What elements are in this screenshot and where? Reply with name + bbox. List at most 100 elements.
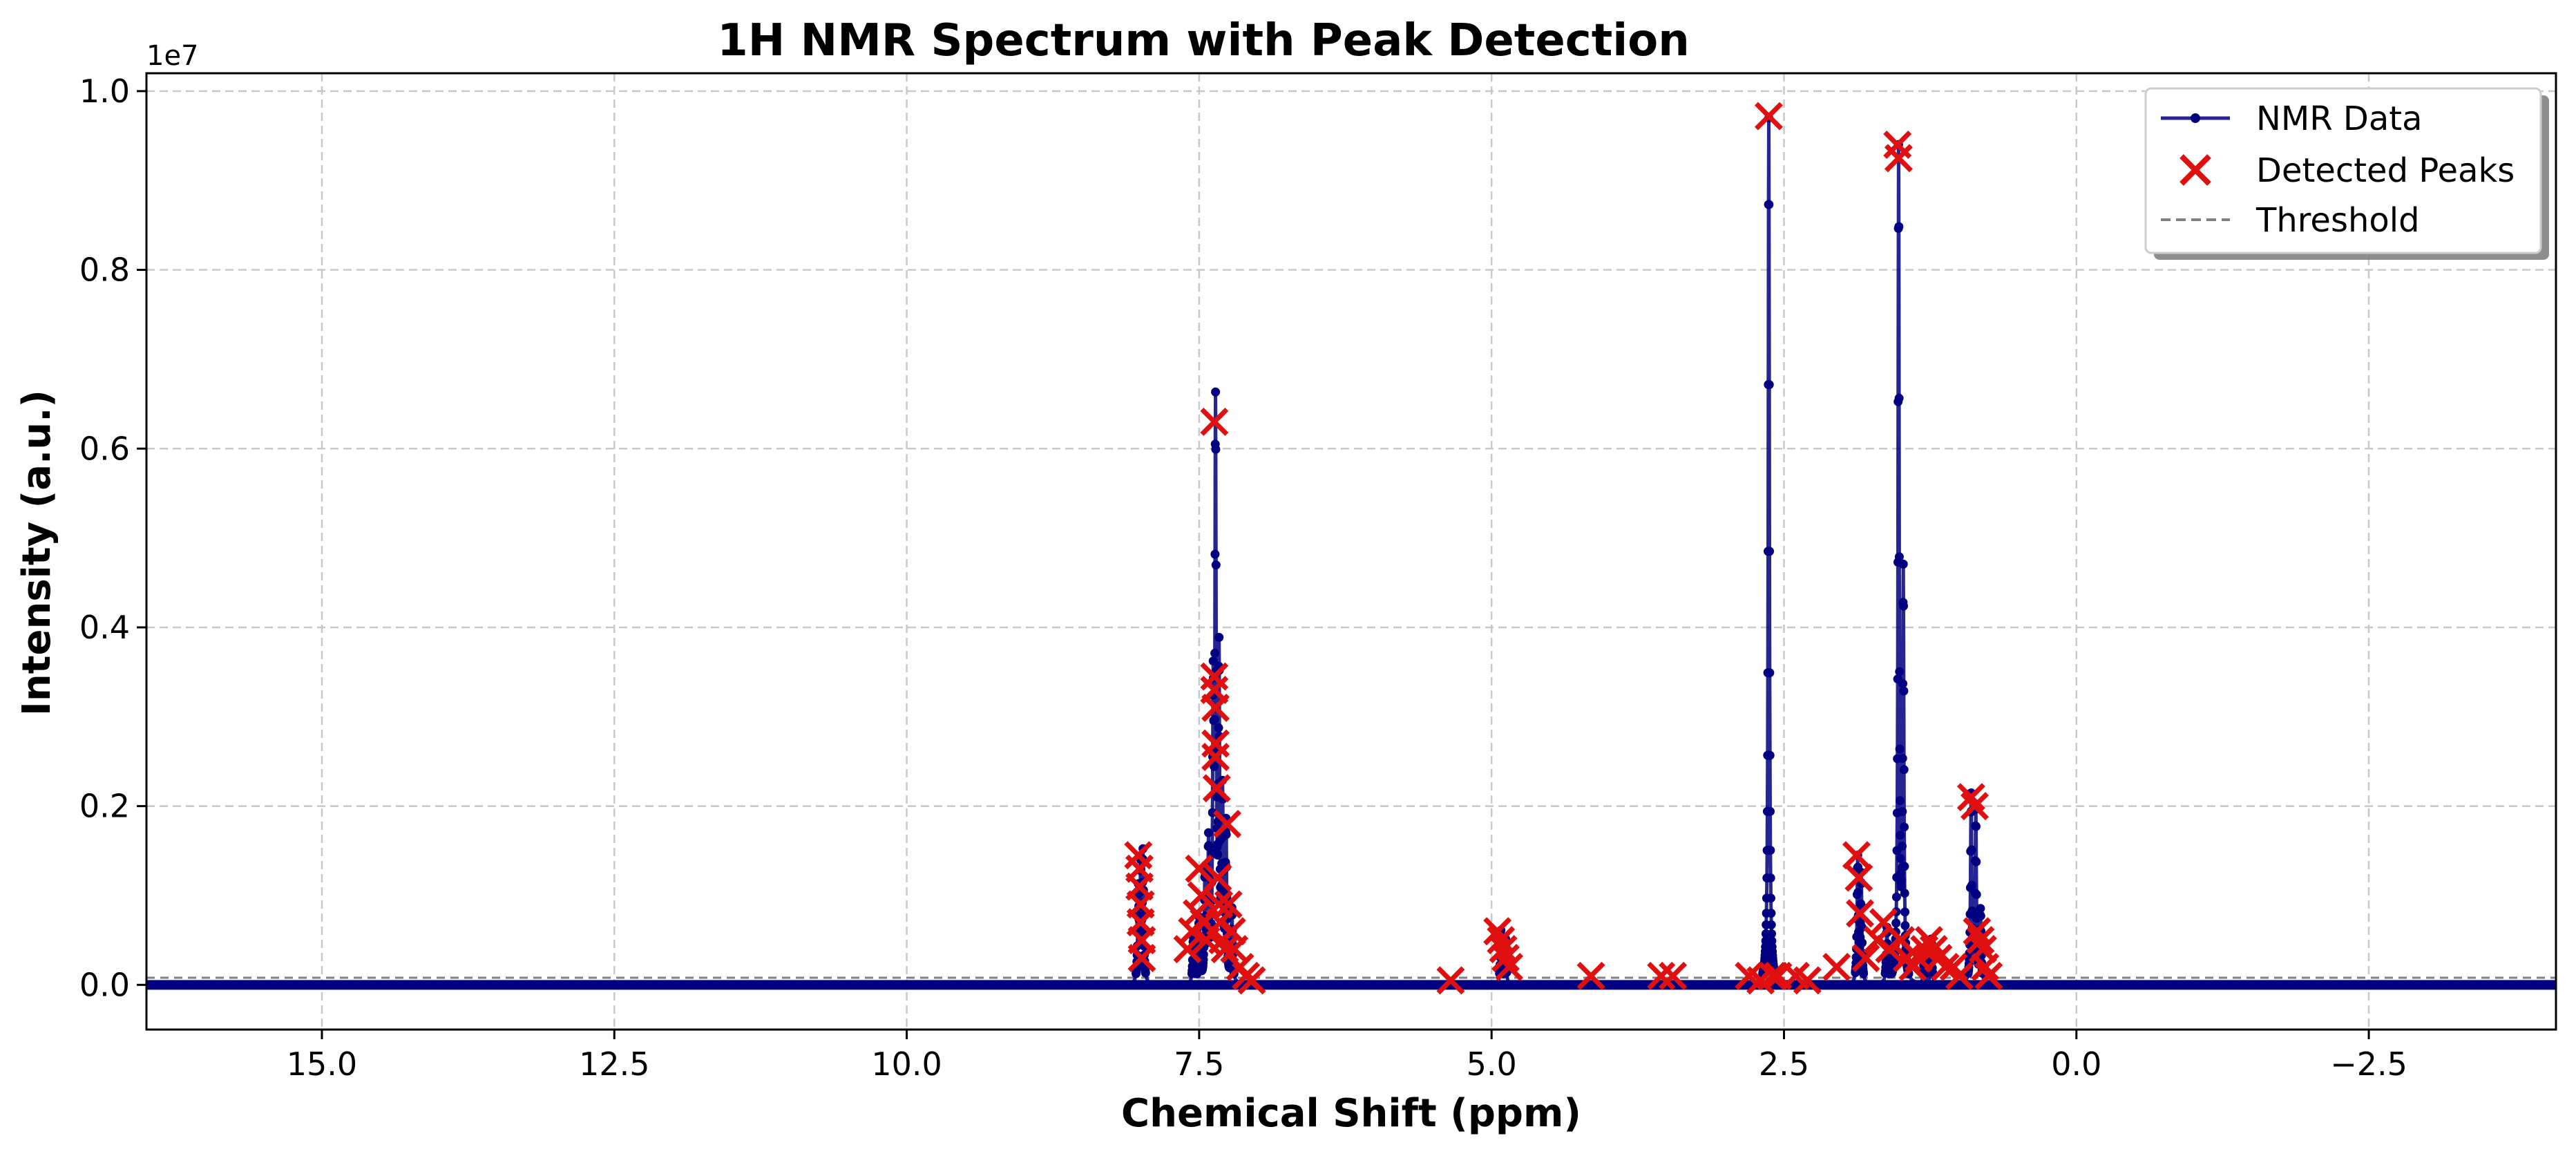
legend-label-detected-peaks: Detected Peaks xyxy=(2256,151,2515,190)
plot-frame xyxy=(145,72,2557,1031)
data-point xyxy=(1211,444,1221,454)
chart-title: 1H NMR Spectrum with Peak Detection xyxy=(717,15,1690,66)
data-point xyxy=(1764,200,1774,209)
data-point xyxy=(1214,723,1223,732)
data-point xyxy=(1210,714,1219,724)
data-point xyxy=(1899,601,1908,611)
detected-peak-marker xyxy=(1127,944,1156,972)
detected-peak-marker xyxy=(1202,774,1231,803)
data-point xyxy=(1898,559,1908,569)
detected-peak-marker xyxy=(1213,810,1241,838)
legend-item-nmr-data: NMR Data xyxy=(2161,100,2423,138)
data-point xyxy=(1221,830,1231,840)
data-point xyxy=(1211,387,1221,397)
detected-peak-marker xyxy=(1754,102,1783,131)
detected-peak-marker xyxy=(1200,407,1229,436)
data-point xyxy=(1898,754,1907,763)
data-point xyxy=(1896,796,1905,806)
data-point xyxy=(1853,887,1863,897)
data-point xyxy=(1898,679,1907,688)
data-point xyxy=(1897,875,1907,885)
data-point xyxy=(1766,806,1775,816)
detected-peak-marker xyxy=(1491,944,1520,972)
data-point xyxy=(1898,842,1907,851)
detected-peak-marker xyxy=(1647,961,1676,990)
data-point xyxy=(1210,761,1219,771)
data-point xyxy=(1896,853,1905,863)
detected-peak-marker xyxy=(1214,890,1243,919)
y-axis-label: Intensity (a.u.) xyxy=(15,390,59,716)
detected-peak-marker xyxy=(1185,854,1214,883)
y-tick-label: 0.4 xyxy=(79,609,130,646)
legend-item-detected-peaks: Detected Peaks xyxy=(2179,151,2515,190)
data-point xyxy=(1141,968,1150,978)
detected-peak-marker xyxy=(1966,926,1995,955)
x-tick-label: 12.5 xyxy=(579,1045,649,1083)
data-point xyxy=(1976,904,1985,913)
data-point xyxy=(1900,889,1909,898)
x-tick-label: 0.0 xyxy=(2051,1045,2101,1083)
data-point xyxy=(1199,949,1208,959)
data-point xyxy=(1900,862,1909,871)
detected-peak-marker xyxy=(1974,961,2003,990)
data-point xyxy=(1214,632,1224,642)
x-tick-label: 10.0 xyxy=(871,1045,942,1083)
data-point xyxy=(1204,841,1214,851)
legend-box xyxy=(2144,87,2542,254)
data-point xyxy=(1967,880,1976,890)
detected-peak-marker xyxy=(1495,952,1524,981)
detected-peak-marker xyxy=(1436,966,1465,995)
detected-peak-marker xyxy=(1483,917,1512,946)
data-point xyxy=(1900,921,1910,930)
data-point xyxy=(1859,969,1869,978)
data-point xyxy=(1765,668,1775,678)
axes-layer: 15.0 12.5 10.0 7.5 5.0 2.5 0.0 −2.5 0.0 0.2 0.4 0.6… xyxy=(79,72,2557,1083)
data-point xyxy=(1900,822,1909,832)
data-point xyxy=(1896,831,1905,840)
detected-peak-marker xyxy=(1793,966,1822,995)
legend: NMR Data Detected Peaks Threshold xyxy=(2144,87,2549,260)
detected-peak-marker xyxy=(1201,743,1230,771)
detected-peak-marker xyxy=(1659,961,1688,990)
data-point xyxy=(1891,918,1901,928)
data-point xyxy=(1766,909,1776,918)
data-point xyxy=(1210,549,1220,559)
detected-peak-marker xyxy=(1489,935,1518,964)
detected-peak-marker xyxy=(1851,944,1880,972)
data-point xyxy=(1898,807,1907,816)
legend-label-threshold: Threshold xyxy=(2255,201,2420,240)
detected-peak-marker xyxy=(1237,966,1266,995)
data-point xyxy=(1899,765,1909,775)
data-point xyxy=(1894,222,1904,231)
detected-peak-marker xyxy=(1822,952,1851,981)
y-scale-label: 1e7 xyxy=(146,40,199,72)
data-point xyxy=(1766,893,1775,903)
detected-peak-marker xyxy=(1203,863,1232,892)
y-tick-label: 1.0 xyxy=(79,73,130,110)
detected-peak-marker xyxy=(1844,863,1873,892)
x-axis-label: Chemical Shift (ppm) xyxy=(1121,1091,1581,1136)
data-point xyxy=(1766,846,1775,855)
data-point xyxy=(1895,667,1905,676)
data-point xyxy=(1976,911,1985,921)
data-point xyxy=(1972,890,1981,900)
x-tick-label: 15.0 xyxy=(287,1045,357,1083)
data-point xyxy=(1764,380,1774,390)
legend-label-nmr-data: NMR Data xyxy=(2256,100,2423,138)
x-tick-label: 7.5 xyxy=(1174,1045,1224,1083)
data-point xyxy=(1766,920,1776,929)
detected-peak-marker xyxy=(1963,917,1992,946)
detected-peak-marker xyxy=(1201,693,1230,722)
detected-peak-marker xyxy=(1931,952,1960,981)
detected-peak-marker xyxy=(1220,935,1249,964)
data-point xyxy=(1765,547,1774,556)
detected-peak-marker xyxy=(1576,961,1605,990)
data-point xyxy=(1972,857,1981,866)
data-point xyxy=(1972,822,1981,831)
legend-item-threshold: Threshold xyxy=(2161,201,2420,240)
detected-peak-marker xyxy=(1971,952,2000,981)
data-point xyxy=(1765,750,1775,760)
data-point xyxy=(1891,892,1901,902)
data-point xyxy=(1894,552,1904,562)
